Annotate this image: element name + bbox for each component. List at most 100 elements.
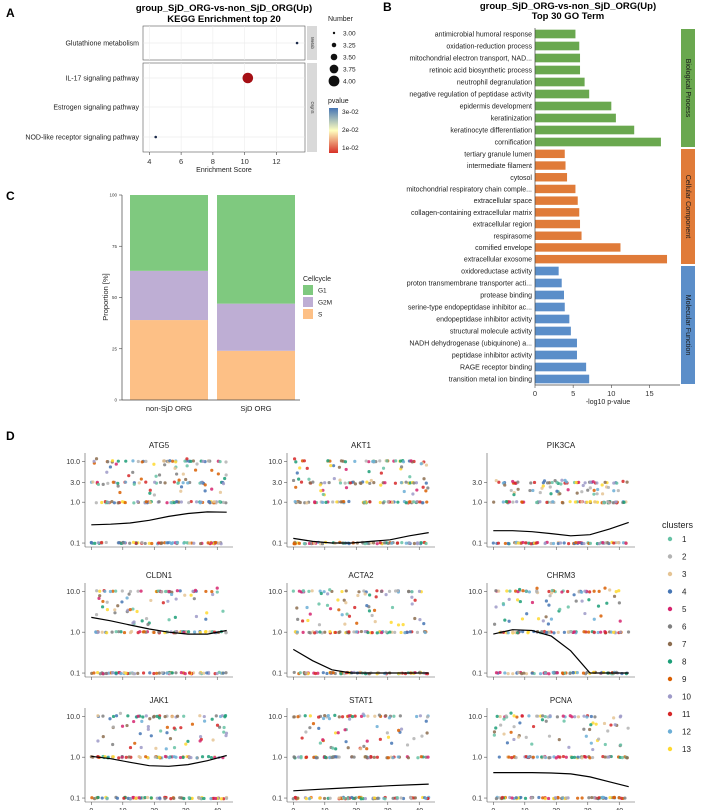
gene-point: [547, 603, 551, 607]
gene-point: [170, 715, 174, 719]
gene-point: [524, 672, 529, 676]
gene-point: [302, 459, 306, 463]
gene-point: [504, 499, 509, 504]
gene-point: [111, 480, 115, 484]
kegg-size-legend-label: 3.00: [343, 31, 356, 38]
gene-point: [577, 480, 581, 484]
gene-point: [317, 726, 321, 730]
go-bar: [535, 41, 580, 51]
gene-point: [307, 589, 311, 593]
gene-point: [111, 742, 115, 747]
gene-point: [167, 755, 171, 760]
gene-point: [115, 796, 120, 800]
cellcycle-legend-title: Cellcycle: [303, 276, 331, 283]
gene-point: [179, 485, 184, 489]
gene-point: [125, 723, 129, 728]
gene-point: [177, 478, 181, 482]
go-term-label: retinoic acid biosynthetic process: [429, 68, 532, 75]
gene-point: [366, 714, 370, 718]
gene-point: [419, 755, 423, 759]
gene-trend-line: [493, 521, 629, 537]
gene-point: [509, 730, 513, 734]
gene-point: [367, 470, 371, 474]
gene-point: [625, 756, 629, 760]
gene-point: [186, 630, 191, 634]
gene-point: [511, 479, 515, 484]
gene-point: [589, 714, 593, 719]
gene-point: [585, 715, 589, 719]
gene-point: [570, 755, 574, 760]
go-term-label: endopeptidase inhibitor activity: [436, 317, 532, 324]
gene-x-tick-label: 40: [415, 808, 423, 810]
gene-point: [301, 630, 305, 634]
gene-y-tick-label: 1.0: [472, 500, 482, 507]
gene-point: [562, 630, 566, 634]
gene-point: [534, 541, 538, 545]
kegg-color-legend-title: pvalue: [328, 98, 349, 105]
gene-point: [412, 541, 417, 546]
gene-point: [551, 500, 555, 504]
gene-point: [327, 480, 331, 485]
gene-point: [114, 589, 118, 593]
gene-point: [293, 795, 297, 800]
gene-point: [555, 715, 559, 719]
gene-point: [173, 615, 177, 619]
gene-point: [101, 714, 105, 718]
gene-point: [154, 474, 158, 478]
gene-point: [495, 714, 499, 718]
gene-point: [111, 714, 116, 719]
gene-point: [210, 487, 214, 491]
gene-point: [372, 481, 376, 485]
kegg-size-legend-dot: [329, 64, 339, 74]
gene-y-tick-label: 0.1: [272, 671, 282, 678]
gene-point: [155, 796, 159, 800]
gene-point: [515, 715, 519, 719]
gene-point: [165, 731, 169, 735]
go-x-tick-label: 0: [533, 389, 537, 398]
gene-point: [333, 731, 338, 735]
gene-point: [321, 716, 326, 721]
gene-point: [612, 541, 616, 545]
gene-point: [312, 755, 316, 759]
gene-point: [132, 501, 136, 505]
gene-point: [176, 481, 180, 485]
gene-point: [294, 460, 298, 464]
gene-point: [209, 756, 214, 760]
gene-point: [308, 726, 312, 730]
gene-point: [381, 466, 386, 470]
panel-label-c: C: [6, 189, 15, 203]
gene-x-tick-label: 40: [615, 808, 623, 810]
gene-point: [356, 593, 360, 598]
gene-point: [617, 589, 621, 593]
gene-point: [587, 630, 591, 634]
gene-point: [347, 499, 351, 504]
gene-point: [191, 459, 195, 463]
gene-title: CLDN1: [146, 571, 173, 580]
gene-point: [164, 747, 168, 751]
gene-point: [547, 672, 551, 676]
gene-point: [549, 492, 553, 496]
gene-point: [361, 712, 365, 716]
gene-point: [318, 483, 322, 487]
gene-point: [187, 501, 191, 505]
gene-point: [187, 671, 192, 675]
go-x-tick-label: 10: [607, 389, 615, 398]
gene-point: [137, 796, 141, 800]
gene-point: [580, 796, 584, 800]
gene-point: [501, 601, 505, 606]
gene-point: [424, 463, 429, 467]
kegg-size-legend-title: Number: [328, 16, 354, 23]
gene-point: [328, 588, 332, 592]
gene-point: [353, 714, 357, 718]
gene-point: [408, 481, 412, 485]
gene-point: [224, 731, 229, 735]
gene-point: [382, 541, 387, 545]
gene-point: [606, 541, 610, 545]
gene-y-tick-label: 0.1: [472, 541, 482, 548]
gene-point: [613, 723, 617, 727]
go-term-label: proton transmembrane transporter acti...: [407, 281, 532, 288]
gene-point: [168, 737, 173, 741]
kegg-size-legend-dot: [330, 53, 338, 61]
gene-point: [531, 724, 536, 729]
go-bar: [535, 302, 565, 312]
